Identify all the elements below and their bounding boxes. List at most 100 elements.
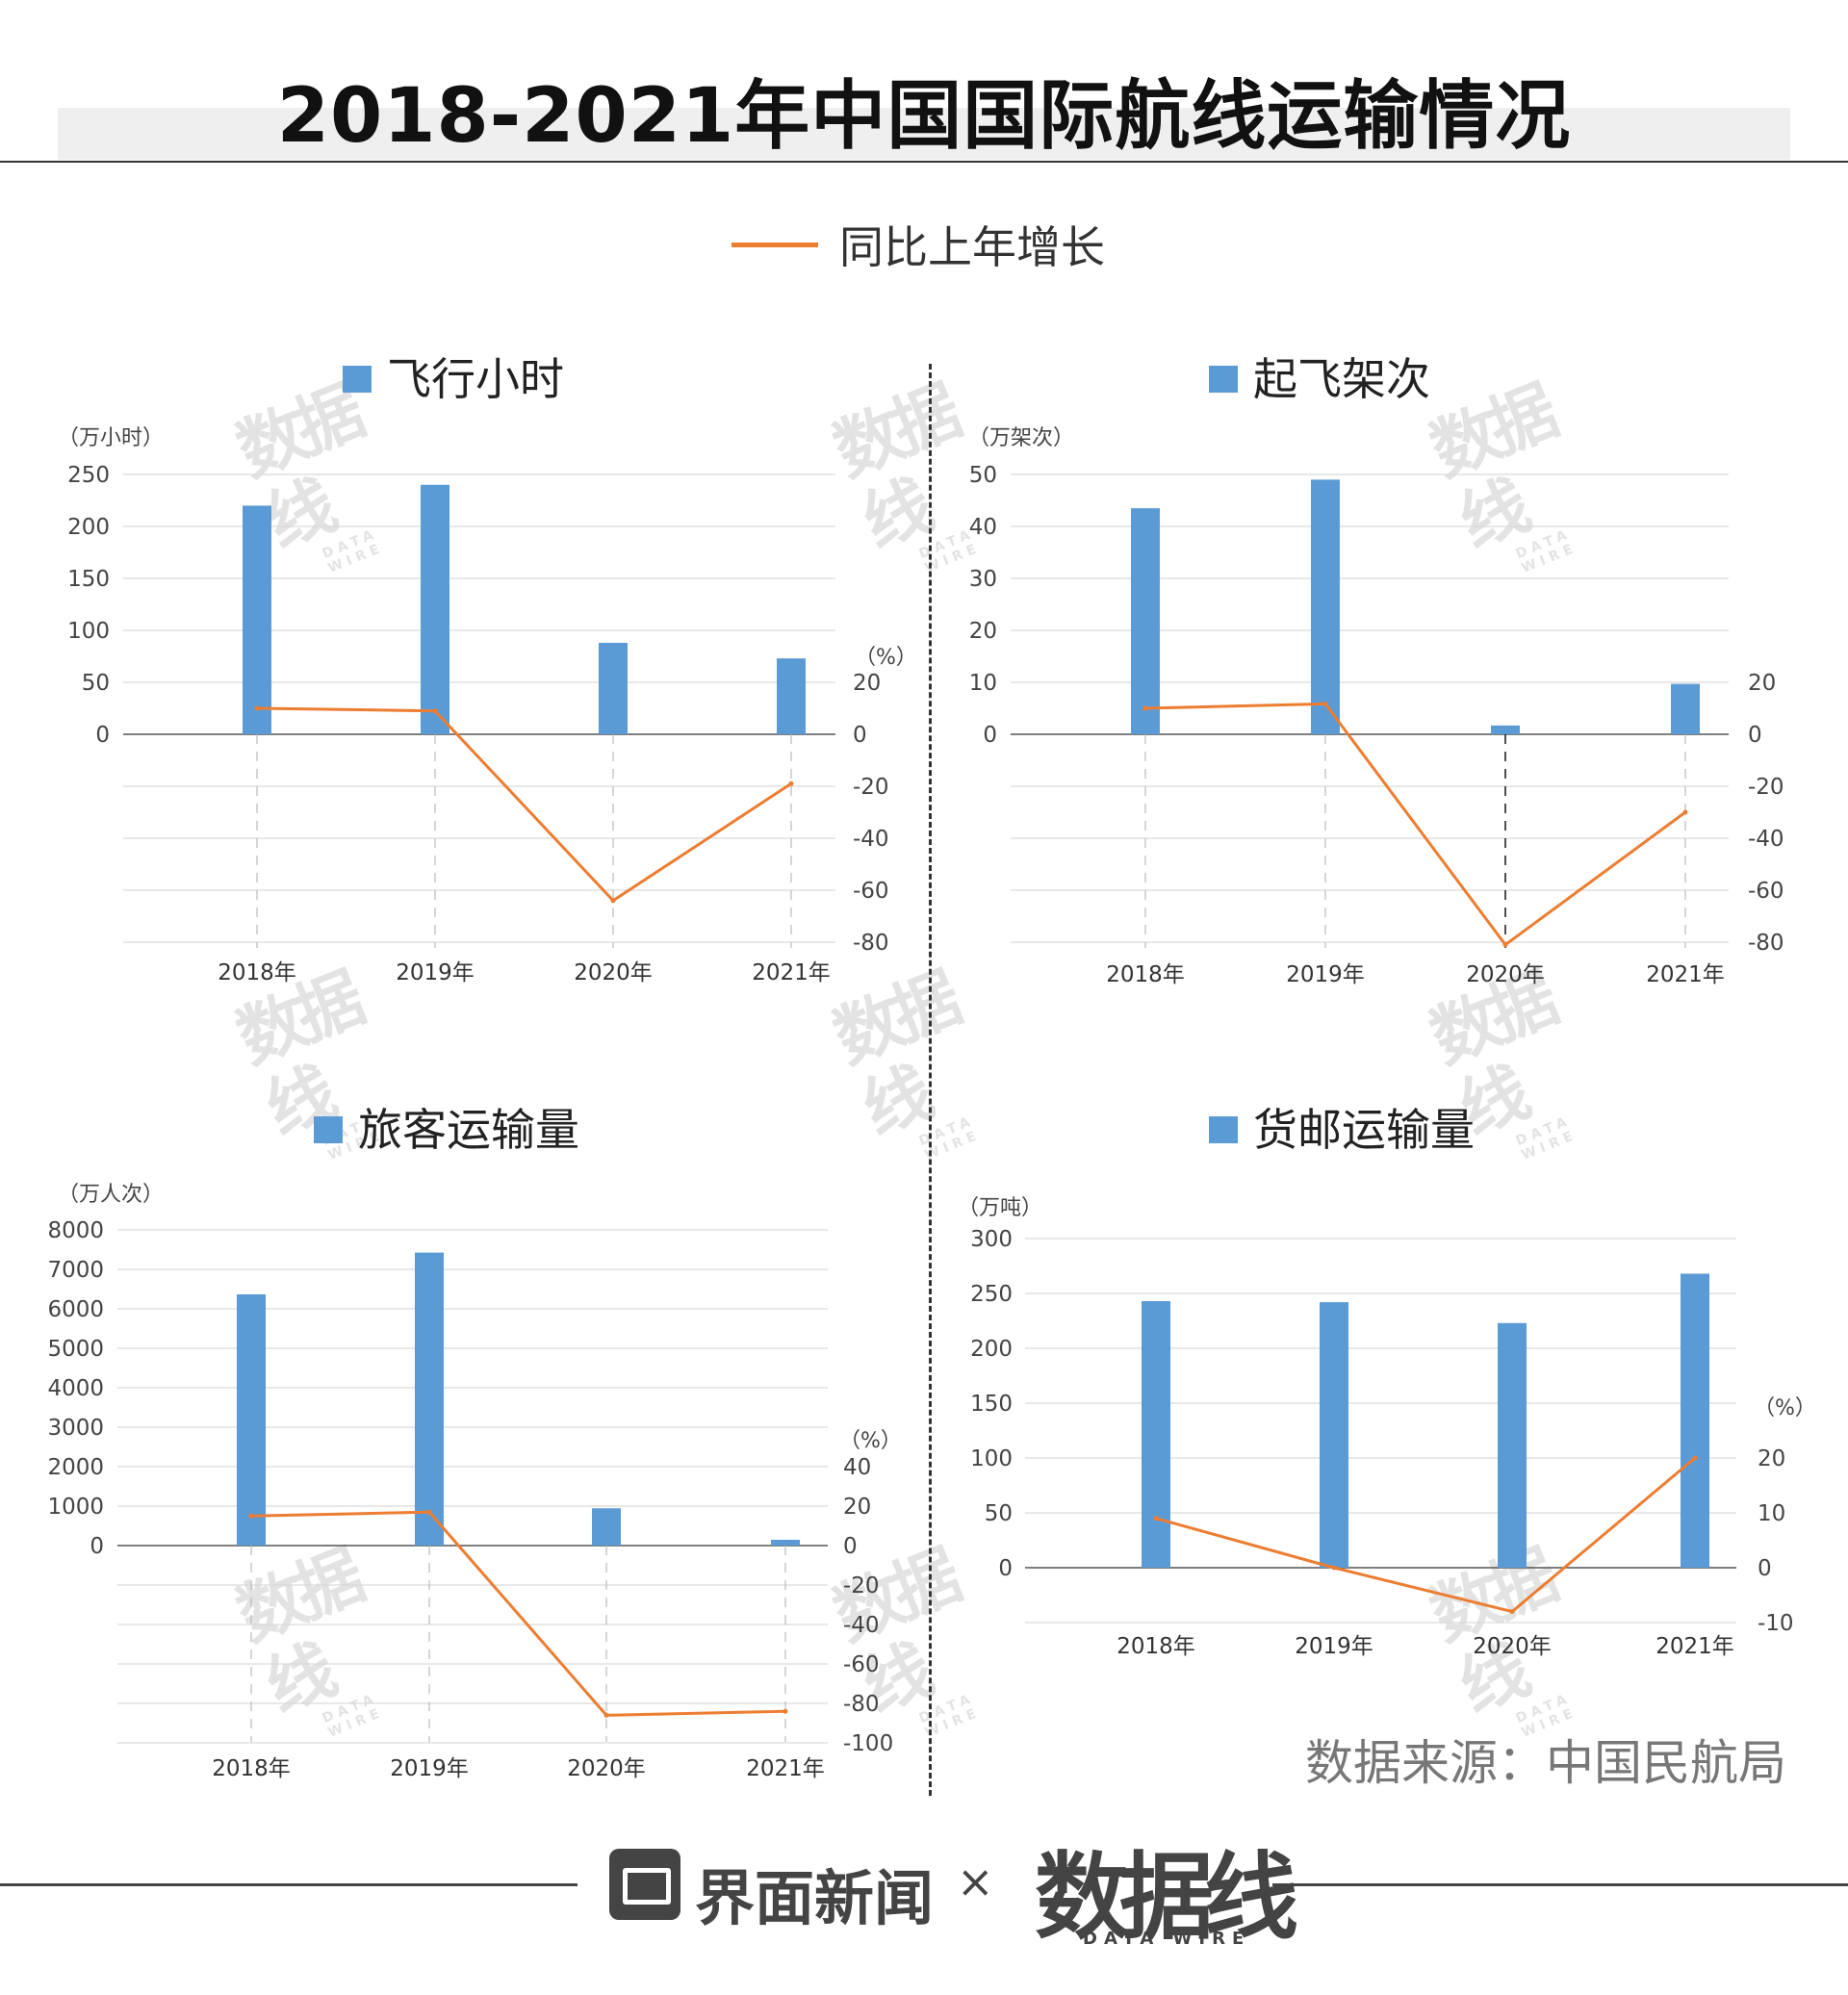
y-axis-unit-label: （万人次） [58,1183,164,1207]
y-tick-label: 200 [67,515,110,540]
y-tick-label: 150 [67,567,110,592]
growth-point [1153,1516,1159,1522]
chart-title: 旅客运输量 [358,1104,579,1156]
bar [1131,508,1160,734]
legend: 同比上年增长 [732,216,1105,273]
growth-point [426,1509,432,1515]
x-tick-label: 2021年 [1656,1634,1734,1659]
y2-tick-label: 40 [843,1455,871,1480]
y-tick-label: 7000 [47,1258,104,1283]
y-tick-label: 300 [970,1227,1013,1252]
y-axis-unit-label: （万吨） [958,1196,1042,1220]
growth-point [610,898,616,904]
footer-rule [1272,1883,1848,1886]
y-tick-label: 20 [969,619,997,644]
x-tick-label: 2018年 [212,1756,291,1781]
y2-tick-label: -60 [843,1652,880,1677]
y-axis-unit-label: （万架次） [968,426,1074,450]
y-tick-label: 200 [970,1337,1013,1362]
y2-tick-label: -60 [853,879,889,904]
bar [1498,1322,1527,1568]
x-tick-label: 2020年 [1473,1634,1552,1659]
growth-line [250,1510,786,1717]
x-tick-label: 2018年 [1116,1634,1195,1659]
y-tick-label: 10 [969,671,997,696]
bar [1311,479,1340,734]
y-tick-label: 2000 [47,1455,104,1480]
x-tick-label: 2019年 [1295,1634,1373,1659]
y-tick-label: 5000 [47,1337,104,1362]
x-tick-label: 2020年 [1466,962,1545,987]
bar [421,484,449,734]
y-tick-label: 150 [970,1392,1013,1417]
y2-tick-label: 20 [1748,671,1776,696]
y-tick-label: 30 [969,567,997,592]
legend-label: 同比上年增长 [839,221,1105,273]
y-tick-label: 40 [969,515,997,540]
y2-tick-label: 0 [853,723,867,748]
page-title: 2018-2021年中国国际航线运输情况 [276,73,1572,160]
growth-point [1682,809,1688,815]
y2-tick-label: -80 [1748,931,1784,956]
x-tick-label: 2019年 [390,1756,469,1781]
brand-jiemian: 界面新闻 [695,1863,935,1933]
bar [771,1539,800,1546]
x-tick-label: 2018年 [218,960,296,985]
growth-point [788,780,794,786]
brand-datawire: 数据线 [1035,1843,1298,1953]
y2-tick-label: -80 [843,1692,880,1717]
y-tick-label: 250 [970,1282,1013,1307]
growth-line [256,706,792,903]
y2-tick-label: 20 [843,1495,871,1520]
chart-legend-swatch [1209,1116,1238,1143]
y2-tick-label: 20 [853,671,881,696]
jiemian-logo-icon [609,1849,680,1920]
y-tick-label: 3000 [47,1416,104,1441]
y-tick-label: 50 [985,1501,1013,1526]
growth-line [1155,1456,1696,1614]
bar [1491,725,1520,734]
y-tick-label: 0 [998,1556,1013,1581]
growth-point [603,1712,609,1718]
x-tick-label: 2018年 [1106,962,1185,987]
y2-tick-label: -10 [1758,1611,1794,1636]
bar [592,1508,621,1546]
y-axis-unit-label: （万小时） [58,426,164,450]
x-tick-label: 2021年 [746,1756,825,1781]
y2-tick-label: -20 [853,775,889,800]
brand-datawire-sub: DATA WIRE [1083,1929,1251,1949]
growth-point [254,705,260,711]
y2-tick-label: 20 [1758,1446,1785,1471]
y2-axis-unit-label: （%） [1754,1396,1816,1420]
y2-tick-label: -80 [853,931,889,956]
growth-line [1144,702,1686,947]
x-tick-label: 2019年 [396,960,475,985]
panel-divider [929,364,932,1796]
y2-tick-label: 0 [843,1534,858,1559]
growth-point [783,1708,788,1714]
bar [777,658,806,734]
y-tick-label: 50 [82,671,110,696]
y2-tick-label: 10 [1758,1501,1785,1526]
y2-tick-label: -60 [1748,879,1784,904]
y-tick-label: 50 [969,463,997,488]
y2-tick-label: -100 [843,1731,893,1756]
y-tick-label: 0 [90,1534,104,1559]
legend-line-swatch [732,242,818,247]
y2-tick-label: 0 [1748,723,1762,748]
y2-tick-label: -20 [843,1573,880,1599]
x-tick-label: 2020年 [574,960,653,985]
title-rule [0,161,1848,163]
title-band [58,108,1790,160]
y-tick-label: 0 [983,723,997,748]
bar [415,1252,444,1546]
growth-point [1322,701,1328,706]
growth-point [1692,1455,1698,1461]
y-tick-label: 250 [67,463,110,488]
y2-tick-label: -40 [843,1613,880,1638]
growth-point [1502,942,1508,948]
y2-axis-unit-label: （%） [839,1429,902,1453]
y-tick-label: 6000 [47,1297,104,1322]
